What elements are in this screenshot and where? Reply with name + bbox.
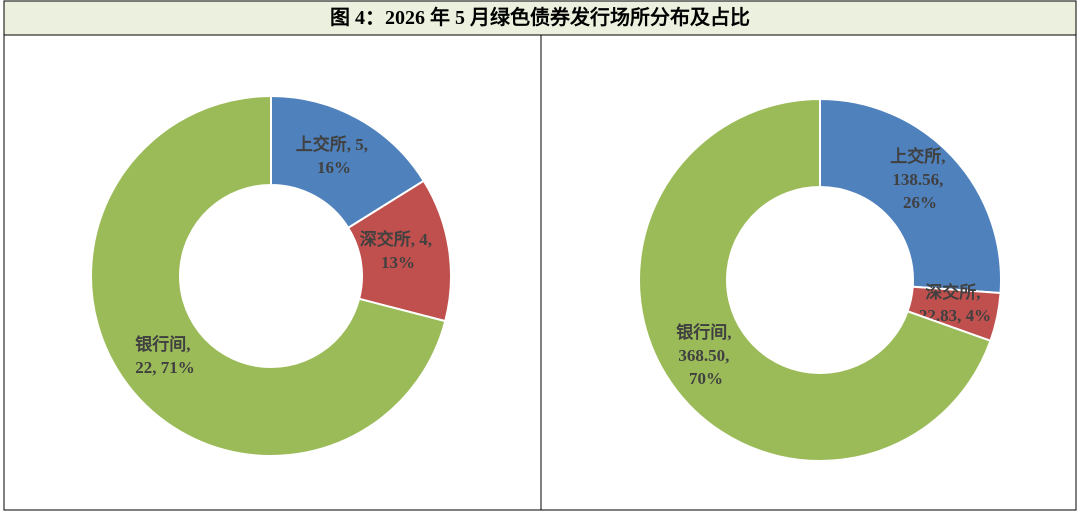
label-part: 深交所 xyxy=(925,282,976,302)
label-part: 上交所 xyxy=(890,146,941,166)
data-label: 深交所, 4, 13% xyxy=(360,229,437,272)
label-part: 4 xyxy=(419,230,428,249)
label-part: 4% xyxy=(966,306,992,325)
label-part: 22 xyxy=(135,358,152,377)
label-part: 71% xyxy=(161,358,195,377)
label-part: , xyxy=(411,230,420,249)
data-label: 银行间, 368.50, 70% xyxy=(676,322,736,388)
label-part: 26% xyxy=(903,193,937,212)
label-part: , xyxy=(941,147,950,166)
data-label: 上交所, 138.56, 26% xyxy=(890,146,950,212)
label-part: 银行间 xyxy=(676,322,727,342)
label-part: 深交所 xyxy=(360,229,411,249)
label-part: , xyxy=(364,135,373,154)
label-part: 银行间 xyxy=(135,334,186,354)
label-part: , xyxy=(186,335,195,354)
donut-slice xyxy=(270,94,426,230)
donut-slice xyxy=(638,97,992,462)
label-part: 16% xyxy=(317,158,351,177)
label-part: , xyxy=(727,323,736,342)
label-part: 5 xyxy=(355,135,364,154)
donut-slice xyxy=(90,94,447,457)
label-part: , xyxy=(152,358,161,377)
data-label: 上交所, 5, 16% xyxy=(296,134,373,177)
label-part: 上交所 xyxy=(296,134,347,154)
data-label: 银行间, 22, 71% xyxy=(135,334,195,377)
title: 图 4：2026 年 5 月绿色债券发行场所分布及占比 xyxy=(330,5,750,29)
panel xyxy=(540,34,1077,511)
label-part: , xyxy=(976,283,985,302)
title-bar xyxy=(3,0,1077,36)
label-part: 368.50 xyxy=(678,346,725,365)
label-part: 70% xyxy=(689,369,723,388)
label-part: , xyxy=(347,135,356,154)
donut-slice xyxy=(819,97,1002,295)
label-part: , xyxy=(725,346,734,365)
label-part: 13% xyxy=(381,253,415,272)
label-part: , xyxy=(428,230,437,249)
label-part: 138.56 xyxy=(892,170,939,189)
label-part: , xyxy=(957,306,966,325)
label-part: , xyxy=(939,170,948,189)
